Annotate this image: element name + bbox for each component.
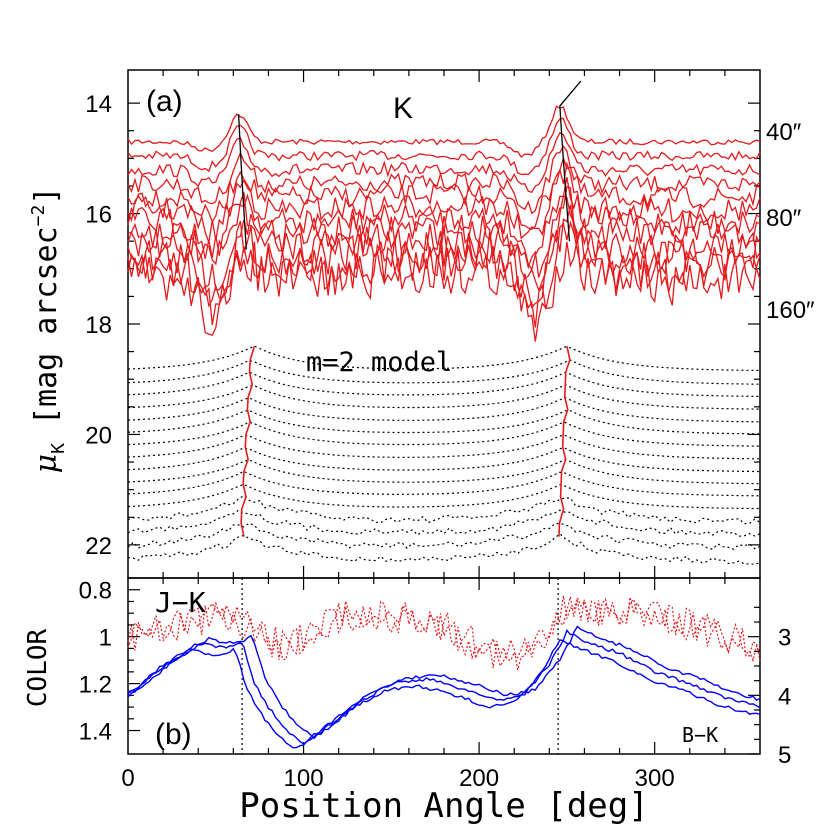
label-b-k: B−K — [682, 723, 718, 747]
model-label: m=2 model — [306, 347, 452, 378]
model-profile-8 — [127, 434, 760, 460]
observed-ridge-2 — [559, 80, 582, 242]
y-tick-label-16: 16 — [85, 202, 112, 229]
panel-b-right-tick-labels: 3 4 5 — [778, 625, 791, 769]
right-tick-label-3: 3 — [778, 625, 791, 652]
panel-a-label: (a) — [146, 85, 183, 118]
observed-profiles — [127, 105, 761, 342]
x-tick-label-0: 0 — [121, 765, 134, 792]
observed-profile-12 — [127, 237, 761, 342]
panel-b-ticks — [128, 578, 760, 755]
model-profile-14 — [127, 509, 761, 537]
j-k-profile-2 — [127, 639, 761, 749]
model-profile-10 — [127, 458, 761, 485]
ylabel-units: [mag arcsec — [29, 226, 64, 443]
label-j-k: J−K — [155, 586, 206, 619]
right-label-160: 160″ — [766, 297, 815, 324]
panel-b-ytick-labels: 0.8 1 1.2 1.4 — [79, 578, 112, 746]
color-series — [127, 595, 761, 749]
y-tick-label-14: 14 — [85, 91, 112, 118]
panel-b: 0.8 1 1.2 1.4 3 4 5 0 100 200 300 J−K B−K (b) CO… — [23, 577, 791, 826]
right-tick-label-5: 5 — [778, 742, 791, 769]
right-tick-label-4: 4 — [778, 683, 791, 710]
panel-b-ylabel: COLOR — [23, 629, 53, 708]
model-profile-9 — [127, 447, 760, 473]
vertical-markers — [241, 578, 559, 754]
model-profile-5 — [127, 396, 760, 423]
x-tick-labels: 0 100 200 300 — [121, 765, 674, 792]
y-tick-label-22: 22 — [85, 533, 112, 560]
model-profile-6 — [127, 409, 760, 435]
peak-ridges — [237, 80, 582, 537]
model-ridge-1 — [240, 345, 256, 537]
panel-a-ytick-labels: 14 16 18 20 22 — [85, 91, 112, 560]
right-label-40: 40″ — [766, 119, 802, 146]
observed-profile-5 — [127, 155, 761, 231]
model-profile-4 — [127, 384, 760, 410]
x-tick-label-100: 100 — [284, 765, 324, 792]
panel-a-ylabel: μK [mag arcsec−2] — [28, 187, 69, 474]
model-profiles — [127, 345, 761, 565]
model-ridge-2 — [558, 345, 571, 537]
observed-profile-1 — [127, 105, 761, 158]
model-profile-1 — [127, 345, 760, 371]
model-profile-2 — [127, 359, 760, 385]
y-tick-label-b-0.8: 0.8 — [79, 578, 112, 605]
band-label-k: K — [393, 92, 413, 125]
y-tick-label-b-1.2: 1.2 — [79, 672, 112, 699]
right-label-80: 80″ — [766, 205, 802, 232]
ylabel-mu: μ — [29, 454, 64, 474]
x-tick-label-200: 200 — [459, 765, 499, 792]
observed-profile-8 — [127, 185, 761, 278]
j-k-profile-1 — [127, 629, 761, 745]
model-profile-16 — [127, 533, 761, 565]
model-profile-12 — [127, 483, 760, 510]
observed-profile-3 — [127, 131, 761, 193]
y-tick-label-b-1: 1 — [99, 625, 112, 652]
model-profile-13 — [127, 494, 761, 525]
observed-profile-4 — [127, 144, 761, 215]
j-k-profile-3 — [127, 625, 761, 740]
observed-profile-6 — [127, 161, 761, 243]
panel-b-label: (b) — [155, 718, 192, 751]
y-tick-label-b-1.4: 1.4 — [79, 719, 112, 746]
model-profile-7 — [127, 421, 760, 447]
y-tick-label-20: 20 — [85, 422, 112, 449]
ylabel-close: ] — [29, 187, 64, 205]
model-profile-15 — [127, 522, 761, 550]
observed-ridge-1 — [237, 114, 247, 250]
b-k-profile-2 — [127, 596, 761, 671]
ylabel-sub-k: K — [48, 443, 69, 454]
x-axis-label: Position Angle [deg] — [239, 786, 648, 826]
x-tick-label-300: 300 — [635, 765, 675, 792]
ylabel-exponent: −2 — [28, 205, 49, 227]
y-tick-label-18: 18 — [85, 312, 112, 339]
model-profile-3 — [127, 371, 760, 397]
observed-profile-2 — [127, 117, 761, 176]
